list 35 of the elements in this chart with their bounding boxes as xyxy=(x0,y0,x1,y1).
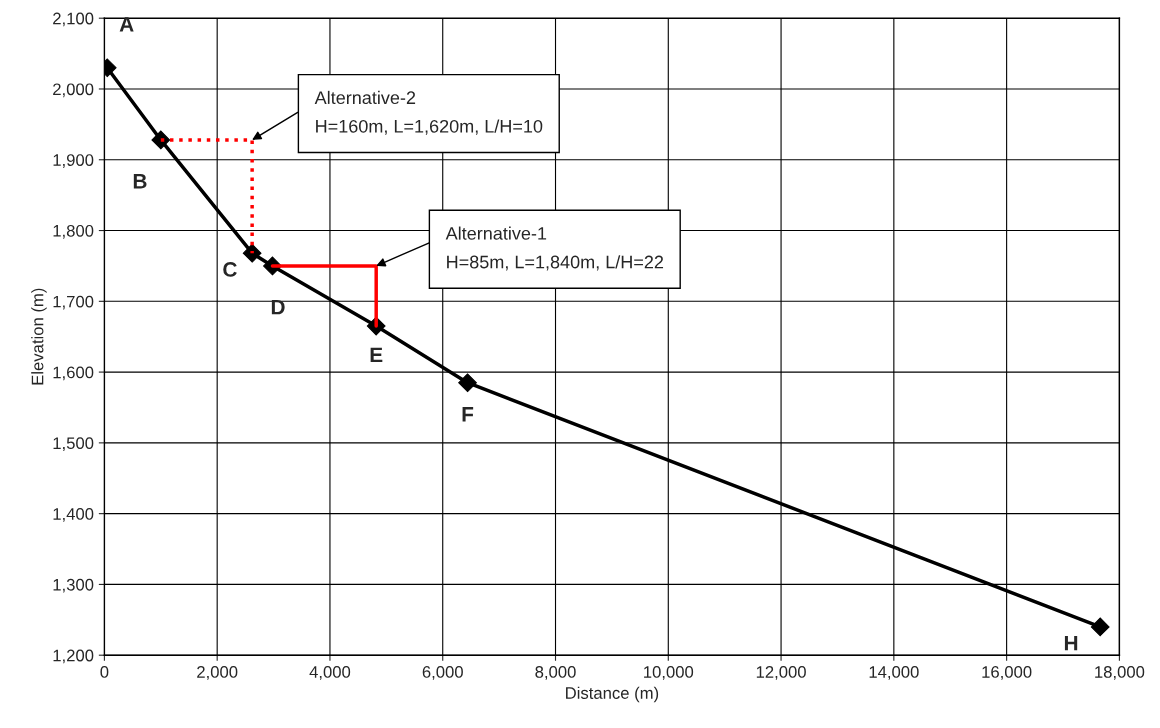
annotation: A xyxy=(119,17,134,32)
point xyxy=(458,373,477,393)
y-tick-label: 1,900 xyxy=(53,154,94,168)
point xyxy=(242,243,262,263)
x-tick-label: 0 xyxy=(100,666,109,678)
y-tick-label: 1,500 xyxy=(53,437,94,452)
annotation: F xyxy=(462,407,474,422)
y-tick-label: 1,300 xyxy=(53,578,94,593)
x-tick-label: 2,000 xyxy=(197,666,238,680)
point xyxy=(1090,617,1110,637)
y-axis-title: Elevation (m) xyxy=(31,288,47,385)
annotation: E xyxy=(370,347,383,363)
y-tick-label: 2,100 xyxy=(53,12,94,27)
x-tick-label: 8,000 xyxy=(535,666,576,680)
x-tick-label: 4,000 xyxy=(309,666,351,680)
annotation: C xyxy=(223,262,237,277)
x-tick-label: 6,000 xyxy=(422,666,463,680)
annotation: Alternative-2 H=160m, L=1,620m, L/H=10 xyxy=(314,90,543,135)
annotation: H xyxy=(1064,636,1078,651)
x-tick-label: 16,000 xyxy=(982,666,1032,680)
x-tick-label: 10,000 xyxy=(644,666,694,680)
x-tick-label: 14,000 xyxy=(869,666,919,680)
y-tick-label: 1,400 xyxy=(53,508,94,522)
point xyxy=(151,130,171,150)
x-axis-title: Distance (m) xyxy=(566,686,659,703)
x-tick-label: 12,000 xyxy=(756,666,806,680)
y-tick-label: 1,200 xyxy=(53,649,94,664)
x-tick-label: 18,000 xyxy=(1095,666,1145,680)
annotation: D xyxy=(271,300,285,315)
y-tick-label: 1,800 xyxy=(53,224,94,239)
annotation: Alternative-1 H=85m, L=1,840m, L/H=22 xyxy=(445,226,664,271)
y-tick-label: 2,000 xyxy=(53,83,94,98)
y-tick-label: 1,700 xyxy=(53,295,94,310)
annotation: B xyxy=(133,174,147,189)
y-tick-label: 1,600 xyxy=(53,366,94,381)
